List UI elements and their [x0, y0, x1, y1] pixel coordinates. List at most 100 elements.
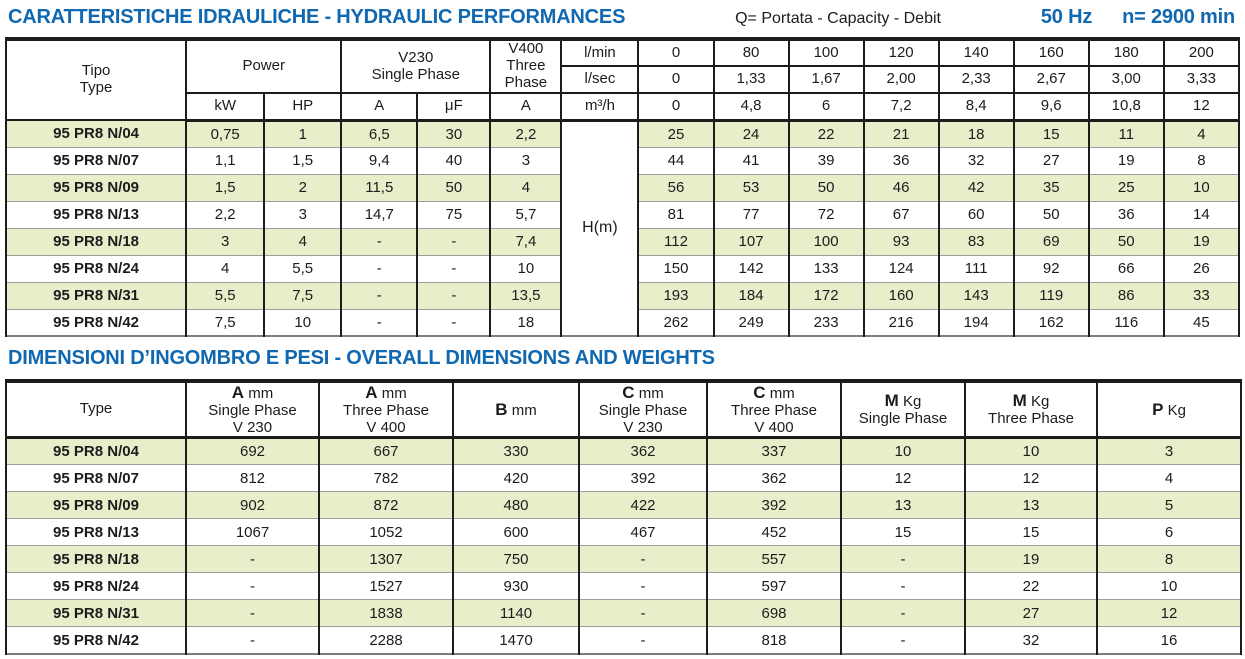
head-value-cell: 160	[862, 281, 940, 310]
head-value-cell: 18	[937, 119, 1015, 148]
page-title-dimensions: DIMENSIONI D’INGOMBRO E PESI - OVERALL D…	[8, 347, 715, 369]
dimension-value-cell: 16	[1096, 626, 1242, 655]
a400-value-cell: 13,5	[489, 281, 563, 310]
dimension-value-cell: 692	[185, 437, 320, 466]
capacity-legend: Q= Portata - Capacity - Debit	[735, 10, 941, 27]
col-header-v230-single-phase: V230 Single Phase	[340, 38, 492, 94]
dimension-value-cell: 6	[1096, 518, 1242, 547]
head-value-cell: 133	[787, 254, 865, 283]
phase-line: Three Phase	[988, 410, 1074, 428]
type-label: Type	[79, 79, 113, 96]
uf-value-cell: 30	[416, 119, 492, 148]
dimensions-weights-table: Type A mm Single Phase V 230 A mm Three …	[5, 379, 1242, 655]
weight-unit: Kg	[1167, 401, 1186, 419]
head-value-cell: 116	[1087, 308, 1165, 337]
head-value-cell: 77	[712, 200, 790, 229]
pump-type-cell: 95 PR8 N/09	[5, 491, 187, 520]
flow-value-cell: 0	[637, 65, 715, 94]
dimensions-row: 95 PR8 N/42-2288 1470-818-32 16	[5, 626, 1242, 655]
phase-line: Single Phase	[858, 410, 948, 428]
pump-type-cell: 95 PR8 N/31	[4, 281, 188, 310]
dimension-value-cell: 15	[964, 518, 1098, 547]
col-header-c-three-phase: C mm Three Phase V 400	[706, 380, 842, 440]
pump-type-cell: 95 PR8 N/42	[4, 308, 188, 337]
phase-line: Single Phase	[598, 401, 688, 419]
a230-value-cell: -	[340, 281, 419, 310]
dimension-value-cell: 13	[840, 491, 966, 520]
head-value-cell: 24	[712, 119, 790, 148]
dimension-value-cell: 1838	[318, 599, 454, 628]
dimension-value-cell: 392	[578, 464, 708, 493]
head-value-cell: 36	[1087, 200, 1165, 229]
head-value-cell: 19	[1087, 146, 1165, 175]
head-value-cell: 21	[862, 119, 940, 148]
flow-value-cell: 3,00	[1087, 65, 1165, 94]
kw-value-cell: 2,2	[185, 200, 266, 229]
dimensions-row: 95 PR8 N/07 812 782 420 392 362 12 12 4	[5, 464, 1242, 493]
page-title-hydraulic: CARATTERISTICHE IDRAULICHE - HYDRAULIC P…	[8, 6, 626, 28]
head-value-cell: 45	[1162, 308, 1241, 337]
v230-label: V230	[398, 48, 434, 66]
dimension-value-cell: 3	[1096, 437, 1242, 466]
flow-value-cell: 7,2	[862, 92, 940, 122]
flow-value-cell: 180	[1087, 38, 1165, 67]
a400-value-cell: 7,4	[489, 227, 563, 256]
dimension-value-cell: 32	[964, 626, 1098, 655]
head-value-cell: 216	[862, 308, 940, 337]
header-row: Type A mm Single Phase V 230 A mm Three …	[5, 380, 1242, 440]
col-header-v400-three-phase: V400 Three Phase	[489, 38, 563, 94]
col-header-c-single-phase: C mm Single Phase V 230	[578, 380, 708, 440]
pump-type-cell: 95 PR8 N/04	[5, 437, 187, 466]
head-value-cell: 112	[637, 227, 715, 256]
dimension-value-cell: -	[840, 545, 966, 574]
col-header-m-three-phase: M Kg Three Phase	[964, 380, 1098, 440]
flow-value-cell: 2,33	[937, 65, 1015, 94]
head-value-cell: 8	[1162, 146, 1241, 175]
pump-type-cell: 95 PR8 N/13	[4, 200, 188, 229]
flow-value-cell: 1,33	[712, 65, 790, 94]
uf-value-cell: -	[416, 308, 492, 337]
head-value-cell: 111	[937, 254, 1015, 283]
phase-line: Single Phase	[208, 401, 297, 419]
voltage-line: V 400	[366, 418, 406, 436]
dim-unit: mm	[638, 385, 664, 402]
weight-unit: Kg	[902, 393, 922, 411]
dim-unit: mm	[769, 385, 795, 402]
hydraulic-row: 95 PR8 N/42 7,5 10- -18 262 249 233 216 194 162 11…	[4, 308, 1241, 337]
dimension-value-cell: 337	[706, 437, 842, 466]
dimension-value-cell: -	[185, 545, 320, 574]
head-value-cell: 36	[862, 146, 940, 175]
unit-m3h: m³/h	[560, 92, 640, 122]
dimensions-row: 95 PR8 N/13 1067 1052 600 467 452 15 15 6	[5, 518, 1242, 547]
a230-value-cell: -	[340, 308, 419, 337]
flow-value-cell: 160	[1012, 38, 1090, 67]
head-value-cell: 4	[1162, 119, 1241, 148]
dimension-value-cell: 2288	[318, 626, 454, 655]
a230-value-cell: -	[340, 254, 419, 283]
head-value-cell: 249	[712, 308, 790, 337]
tipo-label: Tipo	[81, 62, 111, 80]
head-value-cell: 10	[1162, 173, 1241, 202]
kw-value-cell: 7,5	[185, 308, 266, 337]
col-header-hp: HP	[263, 92, 343, 122]
dimension-value-cell: 362	[578, 437, 708, 466]
dimension-value-cell: 19	[964, 545, 1098, 574]
a400-value-cell: 2,2	[489, 119, 563, 148]
dimension-value-cell: -	[840, 599, 966, 628]
pump-type-cell: 95 PR8 N/07	[4, 146, 188, 175]
col-header-tipo-type: Tipo Type	[4, 38, 188, 121]
unit-lsec: l/sec	[560, 65, 640, 94]
dimension-value-cell: 422	[578, 491, 708, 520]
a230-value-cell: 6,5	[340, 119, 419, 148]
hydraulic-tbody: 95 PR8 N/04 0,75 1 6,5 30 2,2 H(m) 25 24 22 21 18 15…	[4, 119, 1241, 337]
head-value-cell: 93	[862, 227, 940, 256]
pump-type-cell: 95 PR8 N/18	[5, 545, 187, 574]
dim-letter: B	[495, 399, 508, 419]
uf-value-cell: -	[416, 254, 492, 283]
frequency-label: 50 Hz	[1040, 6, 1093, 28]
flow-value-cell: 1,67	[787, 65, 865, 94]
dimensions-row: 95 PR8 N/24-1527 930-597-22 10	[5, 572, 1242, 601]
voltage-line: V 230	[232, 418, 273, 436]
dimension-value-cell: 467	[578, 518, 708, 547]
dimension-value-cell: -	[185, 599, 320, 628]
